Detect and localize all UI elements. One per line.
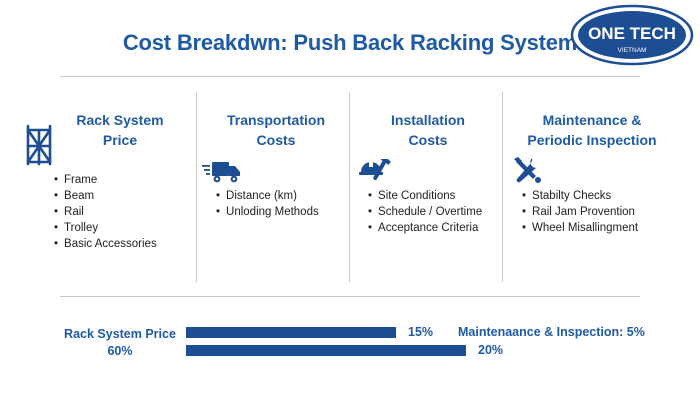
company-logo: ONE TECH VIETNAM	[570, 4, 694, 66]
list-item: Basic Accessories	[54, 236, 157, 252]
list-item: Distance (km)	[216, 188, 319, 204]
top-divider	[60, 76, 640, 77]
list-item: Site Conditions	[368, 188, 482, 204]
rack-system-price-label: Rack System Price	[64, 327, 176, 341]
column-divider-2	[349, 92, 350, 282]
column-divider-1	[196, 92, 197, 282]
rack-icon	[26, 124, 52, 166]
bottom-divider	[60, 296, 640, 297]
bar-label-installation: 20%	[478, 343, 504, 357]
bullet-list: Frame Beam Rail Trolley Basic Accessorie…	[54, 172, 157, 252]
list-item: Stabilty Checks	[522, 188, 638, 204]
list-item: Acceptance Criteria	[368, 220, 482, 236]
column-title: Transportation Costs	[226, 112, 325, 148]
list-item: Unloding Methods	[216, 204, 319, 220]
column-title: Installation Costs	[391, 112, 465, 148]
bar-transportation	[186, 327, 396, 338]
list-item: Wheel Misallingment	[522, 220, 638, 236]
hardhat-wrench-icon	[359, 159, 391, 181]
list-item: Trolley	[54, 220, 157, 236]
list-item: Beam	[54, 188, 157, 204]
rack-system-price-annotation: Rack System Price 60%	[40, 326, 200, 360]
list-item: Schedule / Overtime	[368, 204, 482, 220]
maintenance-inspection-annotation: Maintenaance & Inspection: 5%	[458, 325, 645, 339]
column-title: Rack System Price	[76, 112, 164, 148]
list-item: Rail	[54, 204, 157, 220]
bullet-list: Site Conditions Schedule / Overtime Acce…	[368, 188, 482, 236]
bullet-list: Distance (km) Unloding Methods	[216, 188, 319, 220]
logo-sub: VIETNAM	[618, 47, 647, 54]
bullet-list: Stabilty Checks Rail Jam Provention Whee…	[522, 188, 638, 236]
logo-name: ONE TECH	[588, 24, 676, 43]
rack-system-price-value: 60%	[107, 344, 133, 358]
bar-label-transportation: 15%	[408, 325, 434, 339]
column-divider-3	[502, 92, 503, 282]
bar-installation	[186, 345, 466, 356]
truck-icon	[202, 162, 240, 183]
list-item: Frame	[54, 172, 157, 188]
column-title: Maintenance & Periodic Inspection	[527, 112, 657, 148]
list-item: Rail Jam Provention	[522, 204, 638, 220]
page-title: Cost Breakdwn: Push Back Racking System	[122, 30, 578, 55]
tools-icon	[514, 157, 541, 183]
